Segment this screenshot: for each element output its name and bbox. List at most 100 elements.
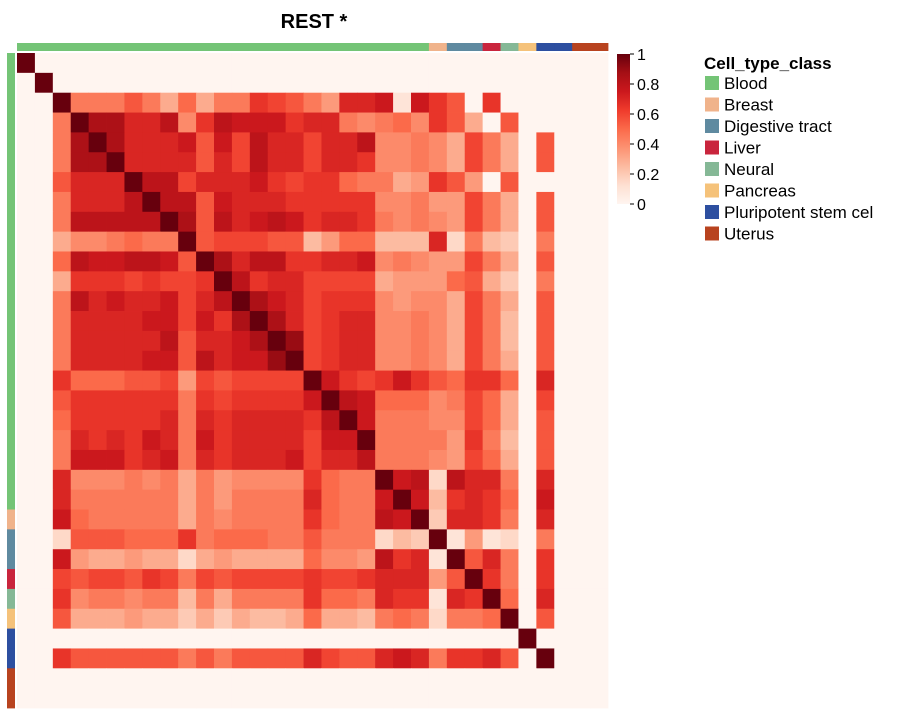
heatmap-cell-14-32	[590, 330, 609, 352]
heatmap-cell-20-30	[554, 449, 573, 471]
heatmap-cell-32-13	[249, 688, 269, 709]
heatmap-cell-32-31	[572, 688, 591, 709]
heatmap-cell-30-7	[142, 648, 161, 669]
heatmap-cell-24-20	[375, 529, 394, 550]
heatmap-cell-26-8	[160, 569, 179, 590]
heatmap-cell-15-11	[214, 350, 233, 371]
heatmap-cell-19-7	[142, 430, 161, 451]
heatmap-cell-30-5	[106, 648, 125, 669]
heatmap-cell-9-11	[214, 231, 233, 252]
heatmap-cell-7-28	[518, 191, 537, 213]
heatmap-cell-5-11	[214, 152, 233, 173]
heatmap-cell-26-10	[196, 569, 215, 590]
heatmap-cell-30-0	[17, 648, 36, 669]
heatmap-cell-13-9	[178, 311, 197, 332]
heatmap-cell-14-17	[321, 330, 340, 352]
heatmap-cell-12-27	[500, 291, 519, 312]
heatmap-cell-0-8	[160, 53, 179, 74]
heatmap-cell-21-30	[554, 469, 573, 491]
heatmap-cell-4-30	[554, 132, 573, 153]
heatmap-cell-1-32	[590, 72, 609, 94]
heatmap-cell-29-27	[500, 628, 519, 649]
heatmap-cell-1-23	[428, 72, 448, 94]
heatmap-cell-18-17	[321, 410, 340, 431]
heatmap-cell-21-2	[52, 469, 72, 491]
top-annotation-cell-26	[482, 43, 501, 51]
heatmap-cell-14-12	[231, 330, 251, 352]
legend-label-1: Breast	[724, 96, 773, 115]
heatmap-cell-24-32	[590, 529, 609, 550]
heatmap-cell-25-9	[178, 549, 197, 570]
heatmap-cell-17-31	[572, 390, 591, 411]
heatmap-cell-7-12	[231, 191, 251, 213]
heatmap-cell-31-2	[52, 668, 72, 689]
colorbar-tick-label-2: 0.6	[637, 107, 659, 124]
heatmap-cell-32-30	[554, 688, 573, 709]
heatmap-cell-12-14	[267, 291, 287, 312]
heatmap-cell-5-27	[500, 152, 519, 173]
heatmap-cell-25-3	[70, 549, 90, 570]
heatmap-cell-22-2	[52, 489, 72, 510]
heatmap-cell-1-27	[500, 72, 519, 94]
heatmap-cell-8-30	[554, 211, 573, 233]
heatmap-cell-20-1	[34, 449, 54, 471]
heatmap-cell-23-2	[52, 509, 72, 530]
chart-title: REST *	[281, 11, 348, 33]
heatmap-cell-3-0	[17, 112, 36, 133]
heatmap-cell-0-0	[17, 53, 36, 74]
heatmap-cell-28-16	[303, 608, 322, 630]
heatmap-cell-9-21	[393, 231, 412, 252]
heatmap-cell-28-20	[375, 608, 394, 630]
heatmap-cell-2-13	[249, 92, 269, 113]
legend-label-6: Pluripotent stem cel	[724, 203, 873, 222]
heatmap-cell-30-12	[231, 648, 251, 669]
heatmap-cell-6-2	[52, 172, 72, 193]
heatmap-cell-8-20	[375, 211, 394, 233]
heatmap-cell-23-31	[572, 509, 591, 530]
heatmap-cell-28-11	[214, 608, 233, 630]
heatmap-cell-28-15	[285, 608, 304, 630]
heatmap-cell-27-1	[34, 588, 54, 610]
heatmap-cell-20-31	[572, 449, 591, 471]
heatmap-cell-30-17	[321, 648, 340, 669]
heatmap-cell-0-7	[142, 53, 161, 74]
heatmap-cell-25-22	[411, 549, 430, 570]
heatmap-cell-32-3	[70, 688, 90, 709]
heatmap-cell-12-6	[124, 291, 143, 312]
heatmap-cell-6-31	[572, 172, 591, 193]
heatmap-cell-3-28	[518, 112, 537, 133]
heatmap-cell-15-19	[357, 350, 376, 371]
heatmap-cell-13-16	[303, 311, 322, 332]
heatmap-cell-27-23	[428, 588, 448, 610]
heatmap-cell-24-25	[464, 529, 484, 550]
heatmap-cell-15-31	[572, 350, 591, 371]
heatmap-cell-22-25	[464, 489, 484, 510]
left-annotation-cell-0	[7, 53, 15, 74]
heatmap-cell-19-10	[196, 430, 215, 451]
heatmap-cell-30-22	[411, 648, 430, 669]
heatmap-cell-28-29	[536, 608, 555, 630]
heatmap-cell-15-5	[106, 350, 125, 371]
top-annotation-cell-32	[590, 43, 609, 51]
heatmap-cell-21-6	[124, 469, 143, 491]
heatmap-cell-11-30	[554, 271, 573, 292]
heatmap-cell-12-22	[411, 291, 430, 312]
heatmap-cell-11-19	[357, 271, 376, 292]
heatmap-cell-4-6	[124, 132, 143, 153]
heatmap-cell-12-11	[214, 291, 233, 312]
heatmap-cell-20-18	[339, 449, 358, 471]
heatmap-cell-31-19	[357, 668, 376, 689]
heatmap-cell-6-4	[88, 172, 107, 193]
heatmap-cell-1-15	[285, 72, 304, 94]
heatmap-cell-2-15	[285, 92, 304, 113]
heatmap-cell-29-26	[482, 628, 501, 649]
heatmap-cell-17-28	[518, 390, 537, 411]
heatmap-cell-6-17	[321, 172, 340, 193]
heatmap-cell-16-7	[142, 370, 161, 391]
heatmap-cell-19-28	[518, 430, 537, 451]
heatmap-cell-32-7	[142, 688, 161, 709]
heatmap-cell-19-31	[572, 430, 591, 451]
heatmap-cell-24-29	[536, 529, 555, 550]
heatmap-cell-17-27	[500, 390, 519, 411]
heatmap-cell-6-6	[124, 172, 143, 193]
